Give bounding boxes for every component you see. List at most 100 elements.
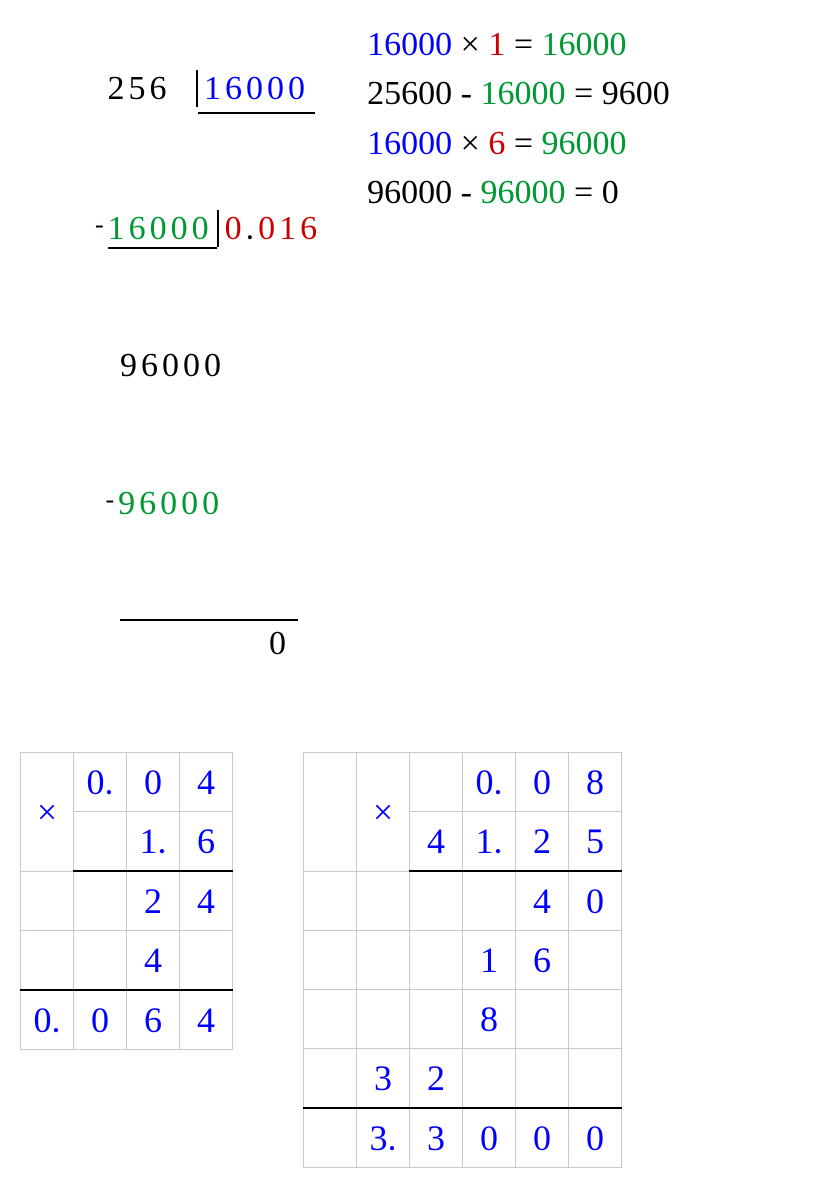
table-row: 8 <box>304 990 622 1049</box>
table-row: ×0.08 <box>304 753 622 812</box>
digit-cell <box>516 1049 569 1109</box>
digit-cell: 0. <box>74 753 127 812</box>
step-operand-b: 1 <box>488 26 505 63</box>
partial-1: 96000 <box>120 347 225 384</box>
digit-cell: 2 <box>410 1049 463 1109</box>
step-line: 25600 - 16000 = 9600 <box>367 69 670 118</box>
digit-cell <box>304 871 357 931</box>
step-result: 0 <box>602 174 619 211</box>
step-equals: = <box>566 75 602 112</box>
minus-sign-1: - <box>95 210 108 239</box>
digit-cell: 1 <box>463 931 516 990</box>
digit-cell: 0 <box>569 871 622 931</box>
digit-cell <box>357 990 410 1049</box>
step-equals: = <box>505 125 541 162</box>
digit-cell: 0 <box>569 1108 622 1168</box>
digit-cell: 4 <box>180 990 233 1050</box>
digit-cell <box>410 990 463 1049</box>
step-line: 16000 × 6 = 96000 <box>367 119 670 168</box>
digit-cell: 0 <box>463 1108 516 1168</box>
digit-cell: 4 <box>180 753 233 812</box>
step-operand-a: 16000 <box>367 26 452 63</box>
minus-sign-2: - <box>106 485 119 514</box>
digit-cell <box>74 871 127 931</box>
digit-cell: 6 <box>516 931 569 990</box>
digit-cell: 0. <box>463 753 516 812</box>
digit-cell <box>516 990 569 1049</box>
step-operand-b: 96000 <box>481 174 566 211</box>
table-row: ×0.04 <box>21 753 233 812</box>
digit-cell <box>304 1049 357 1109</box>
digit-cell: 3 <box>357 1049 410 1109</box>
table-row: 4 <box>21 931 233 991</box>
multiply-sign: × <box>357 753 410 872</box>
table-row: 16 <box>304 931 622 990</box>
quotient-dot: . <box>246 210 259 247</box>
step-result: 16000 <box>542 26 627 63</box>
digit-cell <box>410 931 463 990</box>
step-operator: × <box>452 125 488 162</box>
multiplication-table-1: ×0.041.62440.064 <box>20 752 233 1050</box>
digit-cell <box>304 990 357 1049</box>
step-operand-b: 6 <box>488 125 505 162</box>
digit-cell <box>180 931 233 991</box>
divisor: 16000 <box>198 66 315 114</box>
step-line: 16000 × 1 = 16000 <box>367 20 670 69</box>
digit-cell <box>74 812 127 872</box>
subtrahend-2: 96000 <box>118 485 223 522</box>
digit-cell <box>357 871 410 931</box>
digit-cell <box>304 931 357 990</box>
long-division: 256 16000 -160000.016 96000 -96000 0 <box>20 20 327 712</box>
digit-cell <box>357 931 410 990</box>
digit-cell <box>304 1108 357 1168</box>
digit-cell: 6 <box>180 812 233 872</box>
calculation-steps: 16000 × 1 = 1600025600 - 16000 = 9600160… <box>367 20 670 217</box>
step-equals: = <box>566 174 602 211</box>
table-row: 0.064 <box>21 990 233 1050</box>
step-operand-a: 96000 <box>367 174 452 211</box>
multiplication-table-2: ×0.0841.2540168323.3000 <box>303 752 622 1168</box>
digit-cell: 0 <box>516 753 569 812</box>
quotient-frac: 016 <box>258 210 321 247</box>
digit-cell: 1. <box>127 812 180 872</box>
digit-cell <box>410 871 463 931</box>
step-result: 9600 <box>602 75 670 112</box>
table-row: 3.3000 <box>304 1108 622 1168</box>
subtrahend-1: 16000 <box>108 210 217 249</box>
digit-cell: 8 <box>463 990 516 1049</box>
step-operand-a: 25600 <box>367 75 452 112</box>
quotient-int: 0 <box>225 210 246 247</box>
digit-cell: 0. <box>21 990 74 1050</box>
digit-cell: 1. <box>463 812 516 872</box>
multiply-sign: × <box>21 753 74 872</box>
digit-cell: 8 <box>569 753 622 812</box>
digit-cell <box>21 871 74 931</box>
digit-cell: 6 <box>127 990 180 1050</box>
table-row: 32 <box>304 1049 622 1109</box>
dividend: 256 <box>108 70 171 107</box>
table-row: 40 <box>304 871 622 931</box>
step-operand-b: 16000 <box>481 75 566 112</box>
digit-cell: 2 <box>127 871 180 931</box>
digit-cell <box>21 931 74 991</box>
table-row: 24 <box>21 871 233 931</box>
step-operator: - <box>452 75 480 112</box>
digit-cell <box>569 1049 622 1109</box>
remainder: 0 <box>120 619 298 667</box>
digit-cell: 4 <box>180 871 233 931</box>
step-result: 96000 <box>542 125 627 162</box>
digit-cell <box>463 871 516 931</box>
digit-cell <box>569 931 622 990</box>
digit-cell: 5 <box>569 812 622 872</box>
digit-cell <box>569 990 622 1049</box>
digit-cell: 4 <box>516 871 569 931</box>
step-operator: - <box>452 174 480 211</box>
blank-cell <box>304 753 357 872</box>
digit-cell <box>463 1049 516 1109</box>
digit-cell: 2 <box>516 812 569 872</box>
digit-cell: 0 <box>74 990 127 1050</box>
digit-cell: 3. <box>357 1108 410 1168</box>
step-equals: = <box>505 26 541 63</box>
step-line: 96000 - 96000 = 0 <box>367 168 670 217</box>
digit-cell <box>410 753 463 812</box>
